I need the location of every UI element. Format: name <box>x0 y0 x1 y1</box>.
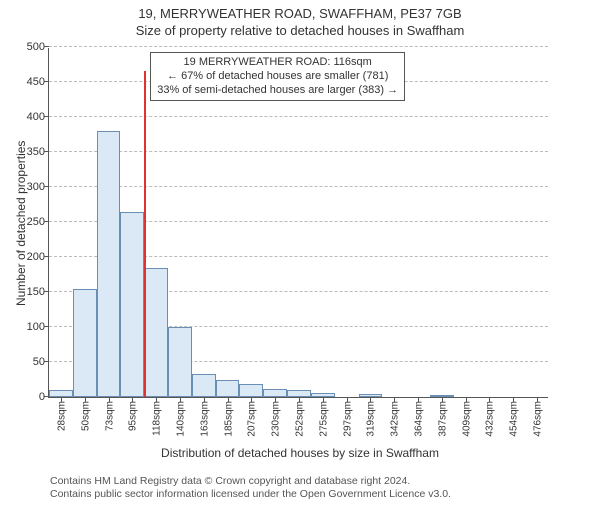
x-tick-label: 454sqm <box>507 401 520 437</box>
x-tick-mark <box>394 397 395 402</box>
x-tick-mark <box>323 397 324 402</box>
x-tick-label: 387sqm <box>435 401 448 437</box>
chart-area: 05010015020025030035040045050028sqm50sqm… <box>48 48 588 448</box>
x-tick-mark <box>466 397 467 402</box>
plot-region: 05010015020025030035040045050028sqm50sqm… <box>48 48 548 398</box>
grid-line <box>49 151 548 152</box>
grid-line <box>49 186 548 187</box>
x-tick-mark <box>370 397 371 402</box>
reference-line <box>144 71 146 397</box>
histogram-bar <box>97 131 121 397</box>
x-tick-mark <box>228 397 229 402</box>
x-tick-label: 95sqm <box>126 401 139 431</box>
y-tick-label: 300 <box>15 181 49 193</box>
annotation-line: 33% of semi-detached houses are larger (… <box>157 84 398 98</box>
x-tick-mark <box>275 397 276 402</box>
y-tick-mark <box>44 116 49 117</box>
histogram-bar <box>49 390 73 397</box>
x-tick-mark <box>347 397 348 402</box>
y-tick-label: 250 <box>15 216 49 228</box>
x-tick-label: 476sqm <box>531 401 544 437</box>
y-tick-mark <box>44 151 49 152</box>
y-tick-label: 150 <box>15 286 49 298</box>
x-tick-label: 319sqm <box>364 401 377 437</box>
histogram-bar <box>287 390 311 397</box>
histogram-bar <box>263 389 287 397</box>
histogram-bar <box>73 289 97 398</box>
x-tick-mark <box>61 397 62 402</box>
x-tick-label: 409sqm <box>459 401 472 437</box>
footer-attribution: Contains HM Land Registry data © Crown c… <box>50 475 451 502</box>
x-tick-mark <box>156 397 157 402</box>
x-tick-label: 73sqm <box>102 401 115 431</box>
x-tick-label: 185sqm <box>221 401 234 437</box>
y-tick-mark <box>44 256 49 257</box>
x-tick-label: 118sqm <box>150 401 163 436</box>
x-tick-mark <box>180 397 181 402</box>
x-tick-mark <box>109 397 110 402</box>
x-tick-label: 297sqm <box>340 401 353 437</box>
x-tick-mark <box>132 397 133 402</box>
y-tick-mark <box>44 326 49 327</box>
x-tick-label: 28sqm <box>54 401 67 431</box>
y-tick-mark <box>44 221 49 222</box>
y-tick-label: 350 <box>15 146 49 158</box>
y-tick-label: 0 <box>15 391 49 403</box>
x-tick-mark <box>251 397 252 402</box>
histogram-bar <box>216 380 240 398</box>
page-title-subtitle: Size of property relative to detached ho… <box>0 23 600 38</box>
y-tick-label: 450 <box>15 76 49 88</box>
annotation-line: ← 67% of detached houses are smaller (78… <box>157 70 398 84</box>
x-tick-mark <box>204 397 205 402</box>
y-tick-mark <box>44 186 49 187</box>
histogram-bar <box>168 327 192 397</box>
x-tick-label: 230sqm <box>269 401 282 437</box>
x-tick-mark <box>489 397 490 402</box>
x-tick-label: 207sqm <box>245 401 258 437</box>
y-tick-label: 50 <box>15 356 49 368</box>
annotation-line: 19 MERRYWEATHER ROAD: 116sqm <box>157 56 398 70</box>
x-tick-label: 432sqm <box>483 401 496 437</box>
x-tick-label: 275sqm <box>316 401 329 437</box>
y-tick-label: 400 <box>15 111 49 123</box>
x-axis-label: Distribution of detached houses by size … <box>0 446 600 460</box>
x-tick-label: 140sqm <box>173 401 186 437</box>
x-tick-mark <box>537 397 538 402</box>
y-tick-mark <box>44 46 49 47</box>
y-tick-mark <box>44 291 49 292</box>
footer-line-1: Contains HM Land Registry data © Crown c… <box>50 475 451 489</box>
x-tick-mark <box>513 397 514 402</box>
y-tick-mark <box>44 81 49 82</box>
x-tick-mark <box>299 397 300 402</box>
histogram-bar <box>239 384 263 397</box>
x-tick-mark <box>442 397 443 402</box>
x-tick-label: 163sqm <box>197 401 210 437</box>
x-tick-label: 252sqm <box>293 401 306 437</box>
page-title-address: 19, MERRYWEATHER ROAD, SWAFFHAM, PE37 7G… <box>0 6 600 21</box>
x-tick-mark <box>85 397 86 402</box>
x-tick-label: 50sqm <box>78 401 91 431</box>
histogram-bar <box>192 374 216 397</box>
histogram-bar <box>120 212 144 398</box>
y-tick-mark <box>44 361 49 362</box>
y-tick-label: 100 <box>15 321 49 333</box>
grid-line <box>49 46 548 47</box>
y-tick-label: 500 <box>15 41 49 53</box>
histogram-bar <box>144 268 168 398</box>
x-tick-label: 342sqm <box>388 401 401 437</box>
y-tick-label: 200 <box>15 251 49 263</box>
x-tick-label: 364sqm <box>412 401 425 437</box>
x-tick-mark <box>418 397 419 402</box>
annotation-box: 19 MERRYWEATHER ROAD: 116sqm← 67% of det… <box>150 52 405 101</box>
grid-line <box>49 116 548 117</box>
